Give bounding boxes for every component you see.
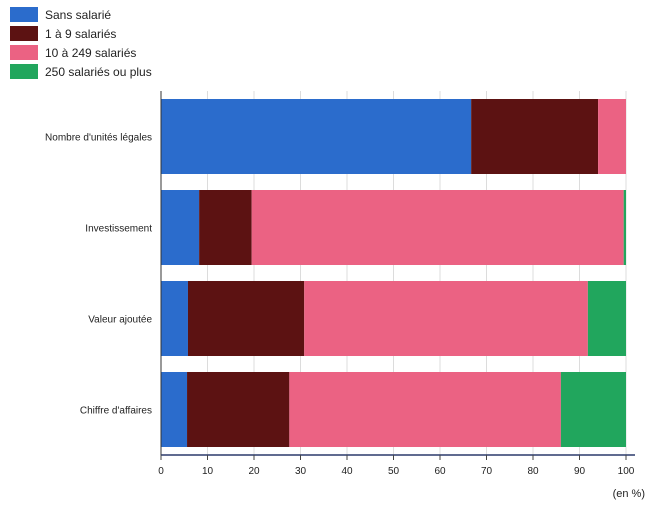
axes (160, 91, 635, 456)
x-unit-label: (en %) (613, 488, 645, 500)
bar-segment (161, 190, 200, 265)
legend-swatch (10, 45, 38, 60)
bar-segment (161, 99, 472, 174)
bar-segment (187, 281, 305, 356)
bar-segment (187, 372, 290, 447)
category-labels: Nombre d'unités légales Investissement Val… (45, 133, 152, 417)
bar-segment (587, 281, 626, 356)
x-tick-label: 90 (574, 466, 586, 477)
x-tick-label: 10 (202, 466, 214, 477)
legend: Sans salarié 1 à 9 salariés 10 à 249 salar… (10, 7, 152, 79)
x-tick-label: 100 (618, 466, 635, 477)
bar-segment (251, 190, 624, 265)
x-axis-ticks: 0 10 20 30 40 50 60 70 80 90 100 (158, 455, 635, 477)
legend-label: 10 à 249 salariés (45, 46, 136, 60)
bar-segment (623, 190, 626, 265)
x-tick-label: 0 (158, 466, 164, 477)
x-tick-label: 40 (341, 466, 353, 477)
x-tick-label: 30 (295, 466, 307, 477)
legend-label: Sans salarié (45, 8, 111, 22)
x-tick-label: 80 (527, 466, 539, 477)
legend-swatch (10, 64, 38, 79)
x-tick-label: 50 (388, 466, 400, 477)
bar-segment (289, 372, 561, 447)
category-label: Chiffre d'affaires (80, 406, 152, 417)
x-tick-label: 70 (481, 466, 493, 477)
category-label: Investissement (85, 224, 152, 235)
category-label: Valeur ajoutée (88, 315, 152, 326)
bar-segment (304, 281, 588, 356)
bar-segment (199, 190, 252, 265)
x-tick-label: 60 (434, 466, 446, 477)
bar-segment (598, 99, 626, 174)
legend-label: 1 à 9 salariés (45, 27, 116, 41)
bar-segment (161, 372, 188, 447)
bars (161, 99, 626, 447)
x-tick-label: 20 (248, 466, 260, 477)
bar-segment (161, 281, 188, 356)
legend-swatch (10, 26, 38, 41)
legend-label: 250 salariés ou plus (45, 65, 152, 79)
bar-segment (560, 372, 626, 447)
category-label: Nombre d'unités légales (45, 133, 152, 144)
bar-segment (471, 99, 599, 174)
legend-swatch (10, 7, 38, 22)
